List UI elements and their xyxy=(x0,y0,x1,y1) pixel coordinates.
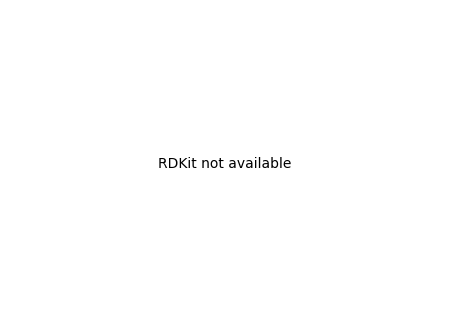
Text: RDKit not available: RDKit not available xyxy=(158,157,291,170)
